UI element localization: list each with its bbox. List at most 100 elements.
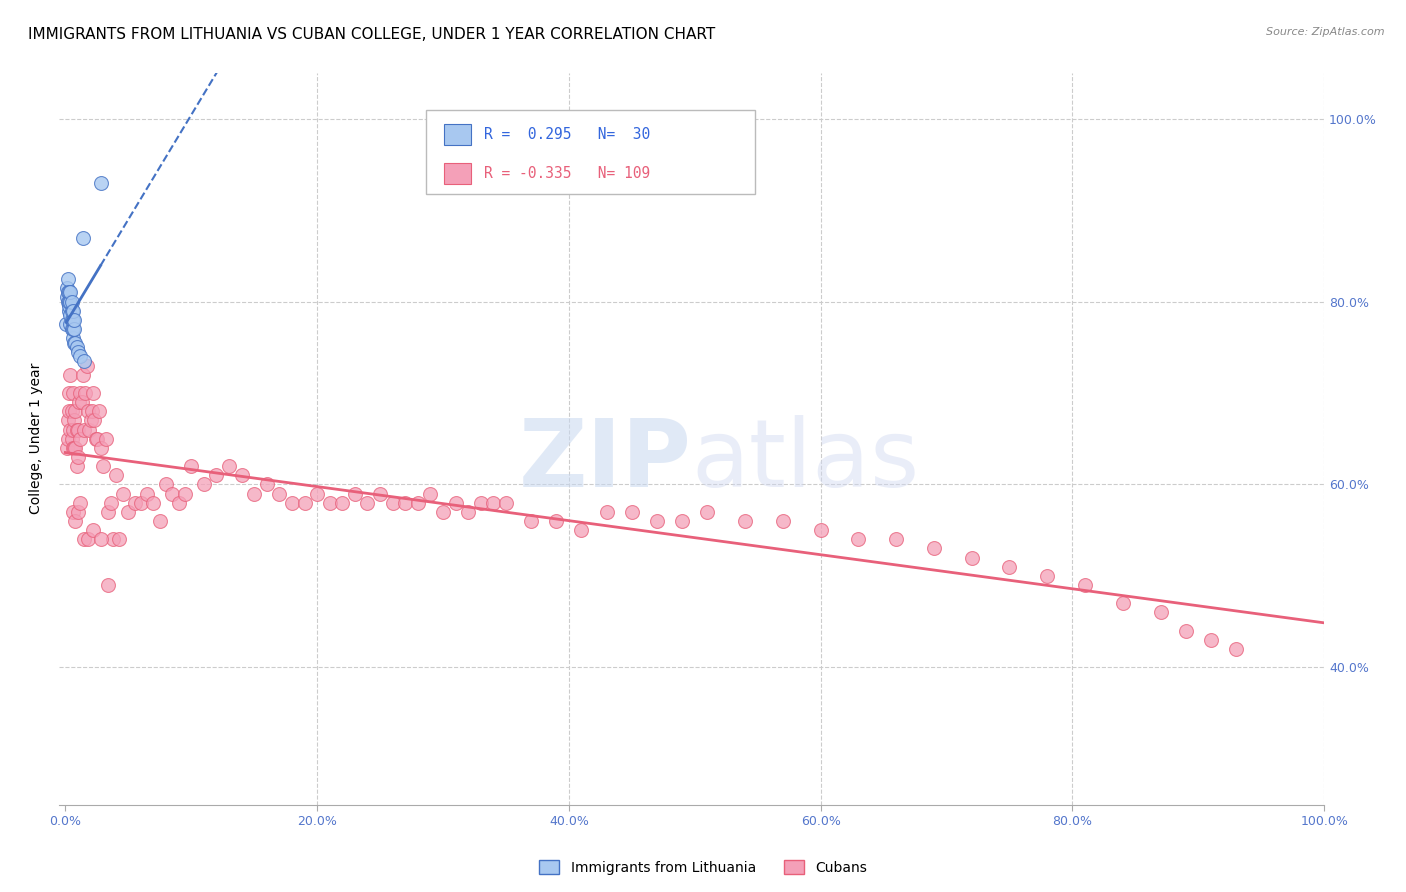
Text: R =  0.295   N=  30: R = 0.295 N= 30	[484, 128, 651, 142]
Point	[368, 486, 391, 500]
Point	[84, 432, 107, 446]
Point	[55, 318, 77, 332]
Point	[58, 303, 80, 318]
Point	[810, 523, 832, 537]
Point	[66, 340, 89, 354]
Point	[60, 313, 83, 327]
Point	[60, 322, 83, 336]
Text: atlas: atlas	[692, 415, 920, 507]
Point	[77, 404, 100, 418]
Point	[94, 432, 117, 446]
Point	[167, 496, 190, 510]
Point	[142, 496, 165, 510]
Point	[180, 459, 202, 474]
Point	[1149, 606, 1171, 620]
Point	[174, 486, 197, 500]
Point	[520, 514, 543, 528]
Point	[62, 505, 84, 519]
Point	[65, 335, 87, 350]
Point	[960, 550, 983, 565]
Point	[76, 359, 98, 373]
Text: IMMIGRANTS FROM LITHUANIA VS CUBAN COLLEGE, UNDER 1 YEAR CORRELATION CHART: IMMIGRANTS FROM LITHUANIA VS CUBAN COLLE…	[28, 27, 716, 42]
Point	[66, 459, 89, 474]
Point	[193, 477, 215, 491]
Point	[595, 505, 617, 519]
Point	[922, 541, 945, 556]
Point	[772, 514, 794, 528]
Point	[90, 441, 112, 455]
Point	[59, 285, 82, 300]
Point	[108, 533, 131, 547]
Point	[457, 505, 479, 519]
Point	[117, 505, 139, 519]
Point	[124, 496, 146, 510]
Point	[60, 294, 83, 309]
Point	[75, 386, 97, 401]
Point	[62, 386, 84, 401]
Point	[205, 468, 228, 483]
Point	[100, 496, 122, 510]
Point	[149, 514, 172, 528]
Point	[381, 496, 404, 510]
Point	[58, 294, 80, 309]
Point	[66, 423, 89, 437]
Point	[69, 432, 91, 446]
Point	[406, 496, 429, 510]
Point	[90, 533, 112, 547]
Point	[89, 404, 111, 418]
FancyBboxPatch shape	[426, 110, 755, 194]
Point	[104, 468, 127, 483]
Point	[269, 486, 291, 500]
Point	[546, 514, 568, 528]
Point	[1112, 596, 1135, 610]
Point	[432, 505, 454, 519]
Point	[73, 533, 96, 547]
Point	[59, 423, 82, 437]
Point	[56, 432, 79, 446]
Point	[243, 486, 266, 500]
Point	[60, 303, 83, 318]
Point	[72, 230, 94, 244]
Point	[79, 413, 101, 427]
Point	[63, 322, 86, 336]
Point	[59, 318, 82, 332]
Point	[66, 505, 89, 519]
Point	[281, 496, 304, 510]
Point	[97, 578, 120, 592]
Point	[112, 486, 135, 500]
Point	[59, 294, 82, 309]
Point	[56, 294, 79, 309]
Point	[58, 299, 80, 313]
Point	[696, 505, 718, 519]
Point	[58, 285, 80, 300]
Point	[80, 404, 103, 418]
Point	[162, 486, 184, 500]
Point	[62, 423, 84, 437]
Point	[63, 441, 86, 455]
Point	[70, 395, 93, 409]
Point	[101, 533, 124, 547]
Point	[59, 308, 82, 322]
Point	[82, 386, 104, 401]
Point	[55, 290, 77, 304]
Point	[307, 486, 329, 500]
Text: R = -0.335   N= 109: R = -0.335 N= 109	[484, 166, 651, 181]
Point	[884, 533, 907, 547]
FancyBboxPatch shape	[444, 124, 471, 145]
Point	[65, 514, 87, 528]
Point	[294, 496, 316, 510]
Point	[848, 533, 870, 547]
Point	[69, 496, 91, 510]
Point	[136, 486, 159, 500]
Point	[1036, 569, 1059, 583]
Point	[56, 285, 79, 300]
Point	[97, 505, 120, 519]
Point	[58, 404, 80, 418]
Point	[155, 477, 177, 491]
FancyBboxPatch shape	[444, 163, 471, 184]
Point	[63, 313, 86, 327]
Point	[356, 496, 378, 510]
Point	[69, 386, 91, 401]
Y-axis label: College, Under 1 year: College, Under 1 year	[30, 363, 44, 515]
Point	[91, 459, 114, 474]
